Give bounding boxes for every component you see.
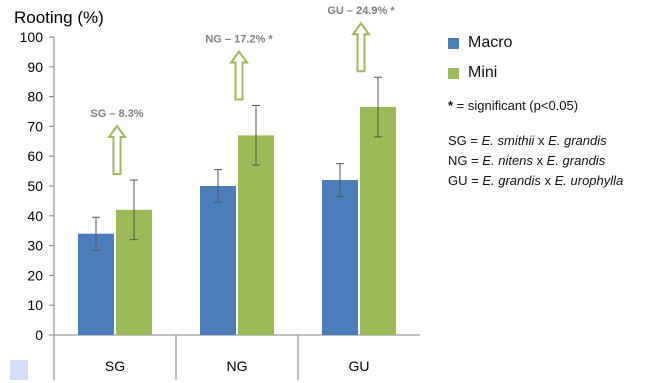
bar-mini bbox=[238, 135, 274, 335]
abbr-species-2: E. grandis bbox=[546, 153, 606, 168]
abbr-species-2: E. grandis bbox=[548, 133, 607, 148]
x-tick-label: NG bbox=[227, 358, 248, 374]
abbr-species-1: E. nitens bbox=[482, 153, 533, 168]
legend-label-macro: Macro bbox=[468, 34, 513, 51]
abbreviation-list: SG = E. smithii x E. grandis NG = E. nit… bbox=[448, 131, 653, 191]
y-tick-label: 70 bbox=[27, 118, 43, 134]
abbr-code: NG bbox=[448, 153, 468, 168]
x-tick-label: GU bbox=[349, 358, 370, 374]
annotations: SG – 8.3% NG – 17.2% * GU – 24.9% * bbox=[90, 5, 395, 176]
significance-text: = significant (p<0.05) bbox=[453, 98, 579, 113]
bar-mini bbox=[360, 107, 396, 335]
abbr-species-1: E. smithii bbox=[481, 133, 535, 148]
y-tick-label: 20 bbox=[27, 267, 43, 283]
abbr-eq: = bbox=[466, 133, 482, 148]
axes: 0 10 20 30 40 50 60 70 80 90 100 SG NG GU bbox=[20, 29, 420, 380]
slide-corner-swatch bbox=[10, 360, 28, 380]
legend-item-mini: Mini bbox=[448, 58, 653, 88]
x-tick-label: SG bbox=[105, 358, 125, 374]
y-tick-label: 90 bbox=[27, 59, 43, 75]
legend-item-macro: Macro bbox=[448, 28, 653, 58]
y-tick-label: 40 bbox=[27, 208, 43, 224]
bars bbox=[78, 76, 396, 335]
abbr-cross: x bbox=[540, 173, 555, 188]
abbr-eq: = bbox=[467, 153, 483, 168]
y-tick-label: 60 bbox=[27, 148, 43, 164]
significance-mark: * bbox=[448, 98, 454, 113]
abbr-eq: = bbox=[467, 173, 483, 188]
abbr-species-1: E. grandis bbox=[482, 173, 541, 188]
chart-title: Rooting (%) bbox=[14, 8, 104, 27]
abbreviation-sg: SG = E. smithii x E. grandis bbox=[448, 131, 653, 151]
y-tick-label: 30 bbox=[27, 238, 43, 254]
bar-macro bbox=[200, 186, 236, 335]
abbr-code: SG bbox=[448, 133, 467, 148]
increase-arrow bbox=[229, 49, 249, 101]
abbr-species-2: E. urophylla bbox=[554, 173, 624, 188]
abbr-cross: x bbox=[534, 133, 549, 148]
increase-arrow bbox=[351, 21, 371, 73]
legend-swatch-macro bbox=[448, 37, 459, 49]
increase-arrow bbox=[107, 124, 127, 176]
legend-label-mini: Mini bbox=[468, 64, 498, 81]
y-tick-label: 100 bbox=[20, 29, 44, 45]
increase-annotation: GU – 24.9% * bbox=[327, 5, 395, 17]
abbr-code: GU bbox=[448, 173, 468, 188]
legend: Macro Mini * = significant (p<0.05) SG =… bbox=[448, 28, 653, 191]
abbreviation-gu: GU = E. grandis x E. urophylla bbox=[448, 171, 653, 191]
abbr-cross: x bbox=[532, 153, 547, 168]
bar-macro bbox=[322, 180, 358, 335]
y-tick-label: 50 bbox=[27, 178, 43, 194]
y-tick-label: 10 bbox=[27, 297, 43, 313]
abbreviation-ng: NG = E. nitens x E. grandis bbox=[448, 151, 653, 171]
y-tick-label: 0 bbox=[35, 327, 43, 343]
y-tick-label: 80 bbox=[27, 89, 43, 105]
increase-annotation: SG – 8.3% bbox=[90, 108, 143, 120]
increase-annotation: NG – 17.2% * bbox=[205, 34, 273, 46]
legend-swatch-mini bbox=[448, 67, 459, 79]
significance-note: * = significant (p<0.05) bbox=[448, 98, 653, 113]
